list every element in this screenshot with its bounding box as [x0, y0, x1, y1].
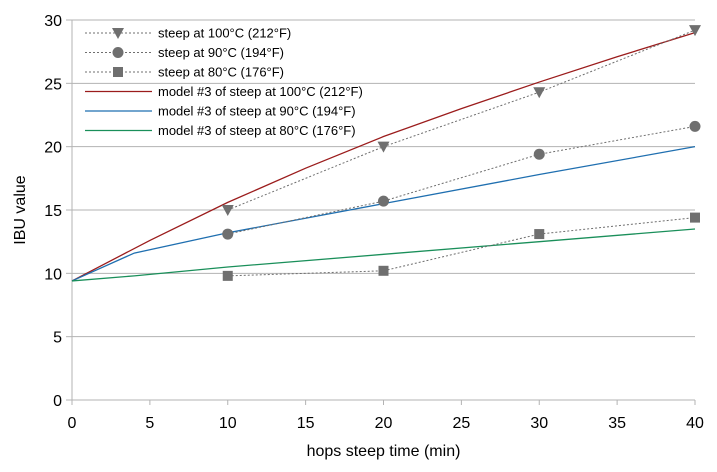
series-line [71, 32, 696, 282]
series-line [71, 146, 696, 282]
legend-label: model #3 of steep at 90°C (194°F) [158, 104, 356, 119]
legend-label: model #3 of steep at 80°C (176°F) [158, 123, 356, 138]
data-point [221, 205, 234, 216]
data-point [222, 270, 233, 281]
legend-item-steep-at-100-c-212-f: steep at 100°C (212°F) [85, 26, 291, 41]
y-tick-label: 5 [53, 330, 62, 347]
axes [66, 19, 696, 405]
series-line [227, 29, 696, 211]
y-tick-label: 30 [44, 13, 62, 30]
x-tick-label: 30 [530, 415, 548, 432]
series-model-3-of-steep-at-80-c-176-f [71, 228, 696, 282]
data-point [533, 87, 546, 99]
series-line [71, 228, 696, 282]
data-point [534, 229, 545, 240]
y-axis-label: IBU value [12, 175, 29, 244]
y-tick-label: 10 [44, 266, 62, 283]
x-tick-labels: 0 5 10 15 20 25 30 35 40 [68, 415, 704, 432]
legend-item-model-3-of-steep-at-80-c-176-f: model #3 of steep at 80°C (176°F) [85, 123, 356, 138]
series-model-3-of-steep-at-100-c-212-f [71, 32, 696, 282]
data-point [689, 120, 701, 132]
legend-marker [112, 47, 124, 58]
x-tick-label: 25 [452, 415, 470, 432]
data-point [377, 141, 390, 153]
data-point [689, 25, 701, 37]
legend-item-model-3-of-steep-at-100-c-212-f: model #3 of steep at 100°C (212°F) [85, 84, 363, 99]
x-tick-label: 15 [297, 415, 315, 432]
x-tick-label: 0 [68, 415, 77, 432]
data-point [378, 265, 389, 276]
legend-label: model #3 of steep at 100°C (212°F) [158, 84, 363, 99]
series-steep-at-80-c-176-f [222, 212, 700, 281]
x-tick-label: 20 [375, 415, 393, 432]
legend-label: steep at 80°C (176°F) [158, 65, 284, 80]
x-tick-label: 5 [145, 415, 154, 432]
series-model-3-of-steep-at-90-c-194-f [71, 146, 696, 282]
y-tick-label: 0 [53, 393, 62, 410]
legend-marker [113, 67, 123, 77]
x-tick-label: 40 [686, 415, 704, 432]
legend: steep at 100°C (212°F) steep at 90°C (194… [85, 26, 363, 138]
series-steep-at-100-c-212-f [221, 25, 701, 216]
data-point [378, 195, 389, 207]
y-tick-labels: 0 5 10 15 20 25 30 [44, 13, 62, 410]
x-tick-label: 35 [608, 415, 626, 432]
series-line [227, 125, 696, 235]
x-axis-label: hops steep time (min) [307, 443, 461, 460]
legend-marker [112, 28, 124, 39]
x-tick-label: 10 [219, 415, 237, 432]
legend-item-model-3-of-steep-at-90-c-194-f: model #3 of steep at 90°C (194°F) [85, 104, 356, 119]
legend-item-steep-at-80-c-176-f: steep at 80°C (176°F) [85, 65, 284, 80]
data-point [690, 212, 700, 223]
data-point [533, 148, 545, 160]
series-group [71, 25, 701, 282]
series-steep-at-90-c-194-f [222, 120, 701, 240]
series-line [227, 217, 696, 277]
data-point [222, 228, 234, 240]
legend-label: steep at 90°C (194°F) [158, 45, 284, 60]
y-tick-label: 25 [44, 76, 62, 93]
legend-label: steep at 100°C (212°F) [158, 26, 291, 41]
y-tick-label: 20 [44, 140, 62, 157]
y-tick-label: 15 [44, 203, 62, 220]
legend-item-steep-at-90-c-194-f: steep at 90°C (194°F) [85, 45, 284, 60]
